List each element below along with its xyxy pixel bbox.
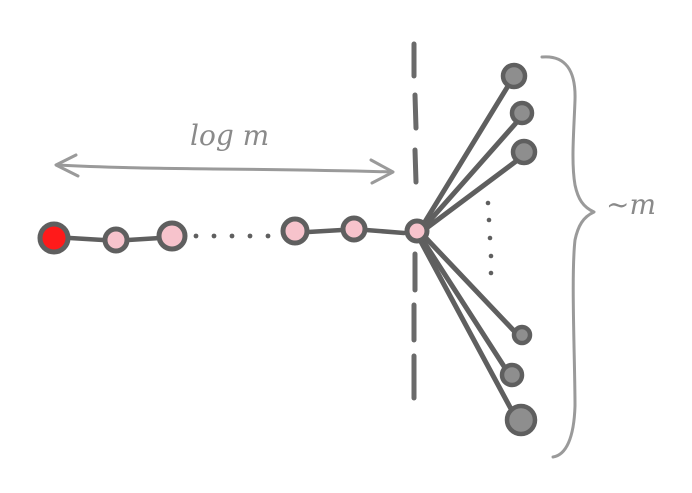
path-gap-dots	[194, 234, 271, 239]
leaf-node	[514, 327, 530, 343]
leaf-node	[513, 141, 535, 163]
right-brace	[542, 57, 594, 457]
hub-node	[407, 221, 427, 241]
length-arrow-shaft	[57, 165, 392, 172]
fan-edges	[420, 86, 519, 409]
leaf-node	[502, 365, 522, 385]
path-node	[159, 223, 185, 249]
length-arrow	[56, 155, 393, 183]
leaf-node	[507, 406, 535, 434]
leaf-node	[512, 103, 532, 123]
leaf-nodes	[502, 65, 535, 434]
path-node	[105, 229, 127, 251]
path-length-label: log m	[190, 119, 269, 152]
fan-gap-dots	[486, 201, 494, 276]
leaf-node	[503, 65, 525, 87]
path-node	[283, 219, 307, 243]
branch-count-label: ~m	[606, 188, 656, 221]
path-node	[343, 218, 365, 240]
start-node	[40, 224, 68, 252]
